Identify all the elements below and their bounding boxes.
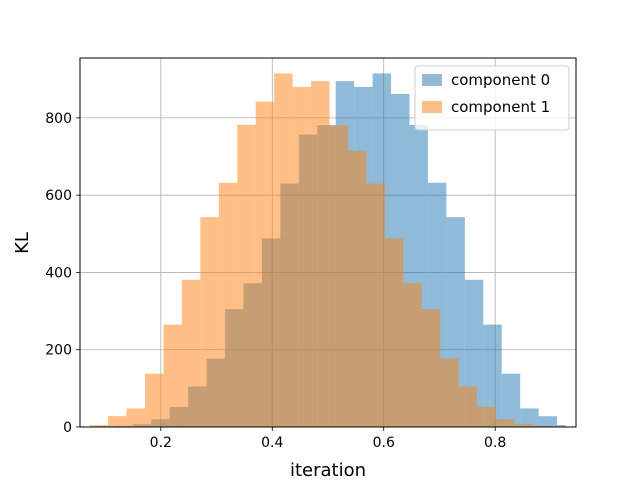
histogram-bar: [538, 416, 558, 427]
histogram-bar: [89, 425, 109, 427]
histogram-bar: [255, 101, 275, 428]
histogram-bar: [421, 309, 441, 427]
histogram-bar: [274, 73, 293, 427]
y-tick-label: 0: [63, 420, 72, 436]
histogram-bar: [126, 408, 146, 427]
histogram-bar: [181, 279, 201, 427]
y-axis-ticks: 0 200 400 600 800: [45, 111, 80, 436]
y-tick-label: 200: [45, 343, 72, 359]
histogram-bar: [292, 86, 312, 427]
x-tick-label: 0.4: [261, 435, 283, 451]
histogram-bar: [218, 182, 238, 427]
x-axis-ticks: 0.2 0.4 0.6 0.8: [150, 427, 506, 451]
x-tick-label: 0.2: [150, 435, 172, 451]
histogram-bar: [145, 373, 164, 427]
legend-swatch: [422, 74, 442, 86]
histogram-bar: [477, 406, 496, 427]
y-tick-label: 400: [45, 265, 72, 281]
histogram-bar: [384, 238, 404, 427]
histogram-bar: [403, 283, 422, 427]
histogram-bar: [458, 386, 478, 427]
plot-frame: [79, 57, 577, 428]
legend-label: component 1: [451, 98, 550, 116]
histogram-bar: [347, 150, 367, 428]
y-axis-label: KL: [12, 232, 33, 254]
histogram-bar: [108, 416, 127, 427]
histogram-bar: [520, 408, 539, 427]
histogram-bar: [366, 183, 385, 427]
legend-label: component 0: [451, 71, 550, 89]
x-axis-label: iteration: [290, 460, 366, 480]
histogram-bar: [440, 358, 459, 427]
histogram-bar: [237, 124, 256, 427]
histogram-bar: [501, 373, 521, 427]
histogram-bar: [311, 81, 330, 428]
legend-swatch: [422, 101, 442, 113]
x-tick-label: 0.8: [484, 435, 506, 451]
histogram-bar: [495, 419, 514, 427]
histogram-bar: [163, 324, 182, 427]
histogram-bar: [532, 425, 551, 427]
x-tick-label: 0.6: [373, 435, 395, 451]
histogram-bar: [329, 125, 348, 427]
legend-frame: [414, 65, 570, 131]
histogram-bars: [89, 73, 566, 428]
y-tick-label: 600: [45, 188, 72, 204]
legend: component 0 component 1: [414, 65, 570, 131]
y-tick-label: 800: [45, 111, 72, 127]
histogram-bar: [200, 217, 219, 427]
histogram-bar: [557, 425, 566, 427]
histogram-bar: [483, 324, 502, 427]
histogram-bar: [513, 424, 533, 427]
